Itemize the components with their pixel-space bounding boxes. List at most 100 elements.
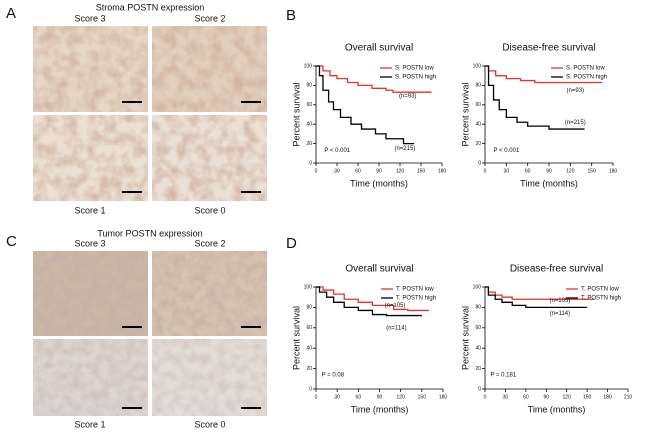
x-tick-label: 60 bbox=[356, 394, 362, 400]
x-tick-label: 90 bbox=[377, 394, 383, 400]
panel-label: D bbox=[286, 235, 297, 252]
y-tick-label: 0 bbox=[309, 160, 312, 166]
legend-label: T. POSTN low bbox=[396, 287, 434, 293]
x-tick-label: 180 bbox=[438, 168, 447, 174]
panel-title: Stroma POSTN expression bbox=[96, 2, 205, 12]
annotation: (n=114) bbox=[550, 311, 570, 317]
survival-curve bbox=[316, 65, 432, 93]
x-tick-label: 150 bbox=[587, 168, 596, 174]
x-tick-label: 150 bbox=[417, 168, 426, 174]
y-tick-label: 40 bbox=[475, 122, 481, 128]
y-tick-label: 100 bbox=[473, 63, 482, 69]
micrographs bbox=[33, 26, 267, 201]
score-label: Score 0 bbox=[194, 419, 225, 429]
y-tick-label: 40 bbox=[475, 346, 481, 352]
chart-title: Disease-free survival bbox=[502, 43, 595, 54]
x-tick-label: 120 bbox=[563, 394, 572, 400]
x-tick-label: 60 bbox=[355, 168, 361, 174]
x-tick-label: 90 bbox=[546, 168, 552, 174]
y-tick-label: 100 bbox=[473, 284, 482, 290]
x-tick-label: 30 bbox=[503, 394, 509, 400]
y-tick-label: 80 bbox=[306, 83, 312, 89]
legend-label: T. POSTN high bbox=[581, 296, 621, 302]
annotation: (n=215) bbox=[394, 146, 415, 152]
panel-label: C bbox=[6, 233, 17, 250]
x-tick-label: 150 bbox=[583, 394, 592, 400]
panel-title: Tumor POSTN expression bbox=[97, 228, 202, 238]
y-tick-label: 60 bbox=[475, 325, 481, 331]
annotation: (n=105) bbox=[385, 303, 406, 309]
score-label: Score 1 bbox=[74, 205, 105, 215]
y-tick-label: 60 bbox=[475, 102, 481, 108]
survival-curve bbox=[316, 286, 422, 317]
y-tick-label: 0 bbox=[478, 386, 481, 392]
survival-curve bbox=[316, 286, 429, 312]
legend-label: S. POSTN high bbox=[395, 75, 436, 81]
x-tick-label: 210 bbox=[624, 394, 633, 400]
annotation: P = 0.08 bbox=[322, 372, 345, 378]
y-axis-label: Percent survival bbox=[460, 306, 470, 370]
chart-title: Overall survival bbox=[345, 264, 413, 275]
annotation: P < 0.001 bbox=[494, 148, 520, 154]
annotation: P < 0.001 bbox=[324, 148, 350, 154]
legend-label: S. POSTN high bbox=[566, 75, 607, 81]
x-tick-label: 30 bbox=[504, 168, 510, 174]
score-label: Score 3 bbox=[74, 238, 105, 248]
x-axis-label: Time (months) bbox=[528, 404, 586, 414]
score-label: Score 1 bbox=[74, 419, 105, 429]
x-tick-label: 180 bbox=[439, 394, 448, 400]
x-axis-label: Time (months) bbox=[351, 404, 409, 414]
chart-title: Overall survival bbox=[345, 43, 413, 54]
x-tick-label: 180 bbox=[609, 168, 618, 174]
survival-curve bbox=[316, 65, 414, 145]
x-tick-label: 120 bbox=[566, 168, 575, 174]
x-tick-label: 0 bbox=[315, 394, 318, 400]
legend-label: T. POSTN low bbox=[581, 287, 619, 293]
panel-label: B bbox=[286, 7, 296, 24]
annotation: (n=105) bbox=[549, 298, 570, 304]
y-axis-label: Percent survival bbox=[291, 306, 301, 370]
y-tick-label: 20 bbox=[306, 366, 312, 372]
survival-curve bbox=[485, 65, 585, 130]
y-tick-label: 40 bbox=[306, 346, 312, 352]
score-label: Score 2 bbox=[194, 13, 225, 23]
survival-curve bbox=[485, 286, 588, 309]
annotation: (n=93) bbox=[399, 94, 417, 100]
y-tick-label: 0 bbox=[478, 160, 481, 166]
x-axis-label: Time (months) bbox=[350, 178, 408, 188]
x-tick-label: 90 bbox=[376, 168, 382, 174]
y-tick-label: 40 bbox=[306, 122, 312, 128]
x-tick-label: 30 bbox=[334, 394, 340, 400]
x-tick-label: 0 bbox=[484, 168, 487, 174]
score-label: Score 3 bbox=[74, 13, 105, 23]
score-label: Score 2 bbox=[194, 238, 225, 248]
x-tick-label: 0 bbox=[484, 394, 487, 400]
x-tick-label: 180 bbox=[603, 394, 612, 400]
x-axis-label: Time (months) bbox=[520, 178, 578, 188]
annotation: (n=114) bbox=[386, 325, 406, 331]
y-tick-label: 100 bbox=[304, 63, 313, 69]
y-tick-label: 100 bbox=[304, 284, 313, 290]
y-axis-label: Percent survival bbox=[291, 82, 301, 146]
x-tick-label: 90 bbox=[544, 394, 550, 400]
chart-title: Disease-free survival bbox=[510, 264, 603, 275]
y-axis-label: Percent survival bbox=[460, 82, 470, 146]
x-tick-label: 60 bbox=[525, 168, 531, 174]
x-tick-label: 30 bbox=[334, 168, 340, 174]
y-tick-label: 0 bbox=[309, 386, 312, 392]
y-tick-label: 20 bbox=[475, 366, 481, 372]
score-label: Score 0 bbox=[194, 205, 225, 215]
micrographs bbox=[33, 251, 267, 416]
panel-label: A bbox=[6, 5, 16, 22]
x-tick-label: 0 bbox=[315, 168, 318, 174]
y-tick-label: 20 bbox=[306, 141, 312, 147]
y-tick-label: 20 bbox=[475, 141, 481, 147]
x-tick-label: 150 bbox=[418, 394, 427, 400]
legend-label: S. POSTN low bbox=[395, 66, 434, 72]
annotation: P = 0.181 bbox=[490, 372, 516, 378]
y-tick-label: 80 bbox=[475, 305, 481, 311]
y-tick-label: 80 bbox=[306, 305, 312, 311]
y-tick-label: 60 bbox=[306, 325, 312, 331]
x-tick-label: 60 bbox=[523, 394, 529, 400]
